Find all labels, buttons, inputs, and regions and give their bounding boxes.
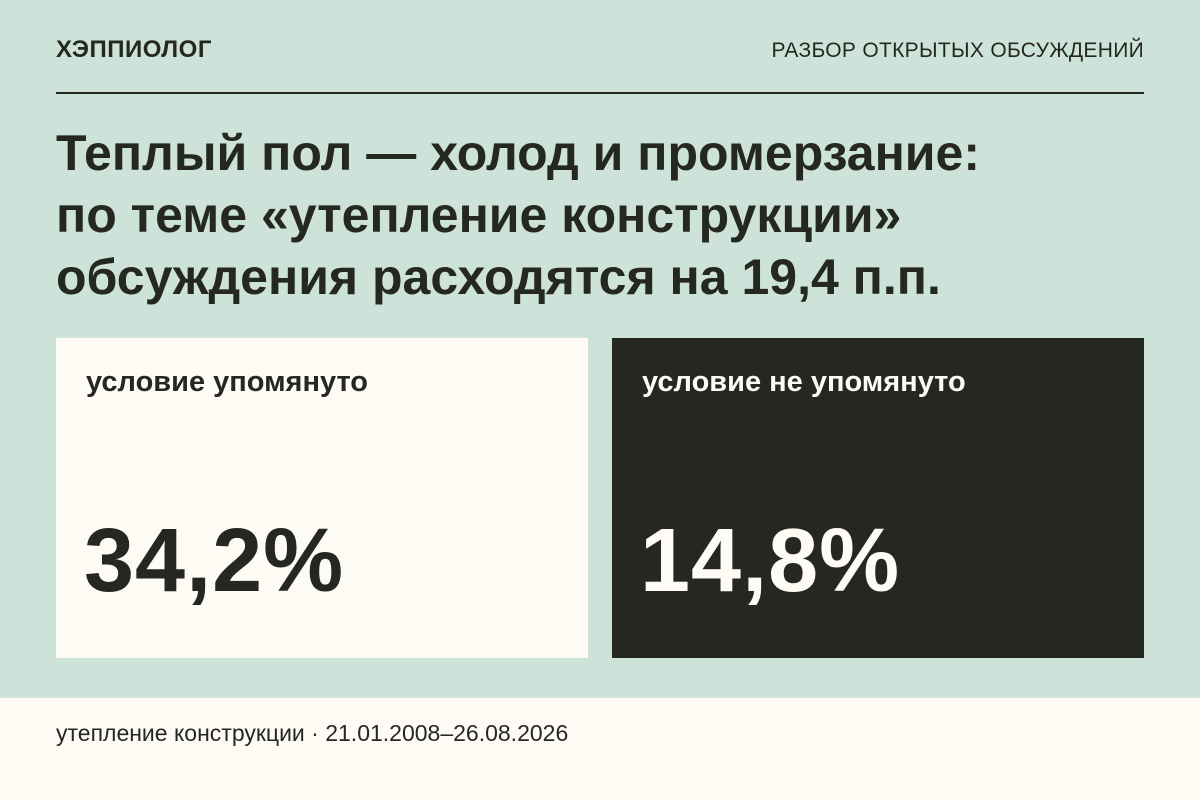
stat-card-mentioned: условие упомянуто 34,2%: [56, 338, 588, 658]
brand-logo-text: ХЭППИОЛОГ: [56, 36, 212, 63]
stat-card-label: условие упомянуто: [86, 366, 369, 398]
header-divider: [56, 92, 1144, 94]
headline-line-2: по теме «утепление конструкции»: [56, 187, 902, 243]
stat-card-label: условие не упомянуто: [642, 366, 966, 398]
headline-line-3: обсуждения расходятся на 19,4 п.п.: [56, 249, 941, 305]
footer-caption: утепление конструкции · 21.01.2008–26.08…: [56, 720, 569, 746]
stat-card-value: 14,8%: [640, 511, 901, 611]
headline: Теплый пол — холод и промерзание: по тем…: [56, 122, 1144, 308]
footer: утепление конструкции · 21.01.2008–26.08…: [0, 698, 1200, 800]
headline-line-1: Теплый пол — холод и промерзание:: [56, 125, 980, 181]
header: ХЭППИОЛОГ РАЗБОР ОТКРЫТЫХ ОБСУЖДЕНИЙ: [56, 36, 1144, 68]
section-label: РАЗБОР ОТКРЫТЫХ ОБСУЖДЕНИЙ: [771, 39, 1144, 62]
stat-card-value: 34,2%: [84, 511, 345, 611]
stat-card-not-mentioned: условие не упомянуто 14,8%: [612, 338, 1144, 658]
